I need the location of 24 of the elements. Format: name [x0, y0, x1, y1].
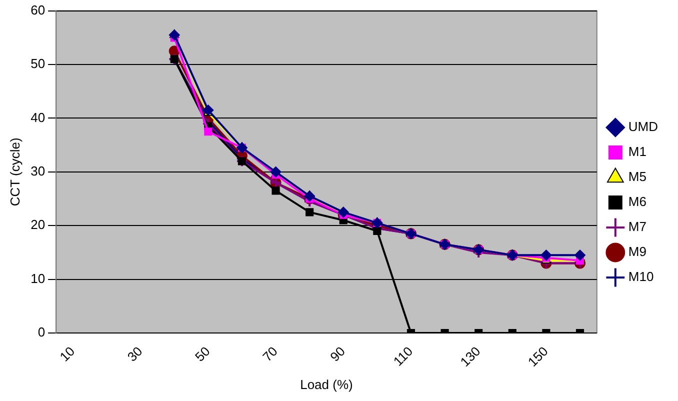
y-axis-title: CCT (cycle) — [7, 138, 22, 206]
y-tick-label: 40 — [30, 110, 46, 125]
y-tick-label: 10 — [30, 270, 46, 286]
x-tick-label: 110 — [390, 344, 416, 369]
legend-label: M7 — [628, 219, 646, 234]
x-tick-label: 50 — [192, 344, 213, 364]
legend-label: M9 — [628, 244, 646, 260]
legend-label: UMD — [628, 119, 658, 134]
legend-label: M6 — [628, 194, 646, 210]
y-tick-label: 50 — [30, 56, 46, 72]
y-tick-label: 20 — [30, 217, 46, 232]
y-tick-label: 60 — [30, 2, 46, 18]
x-tick-label: 130 — [457, 344, 484, 370]
x-tick-label: 10 — [56, 344, 78, 364]
x-tick-label: 150 — [524, 344, 551, 370]
x-axis-title: Load (%) — [300, 376, 353, 392]
x-tick-label: 70 — [260, 344, 280, 364]
x-tick-label: 90 — [327, 344, 348, 364]
y-tick-label: 0 — [38, 324, 46, 340]
legend-label: M1 — [628, 144, 646, 160]
y-tick-label: 30 — [30, 163, 46, 178]
legend-label: M5 — [628, 169, 646, 184]
x-tick-label: 30 — [124, 344, 146, 364]
legend-label: M10 — [628, 269, 654, 284]
